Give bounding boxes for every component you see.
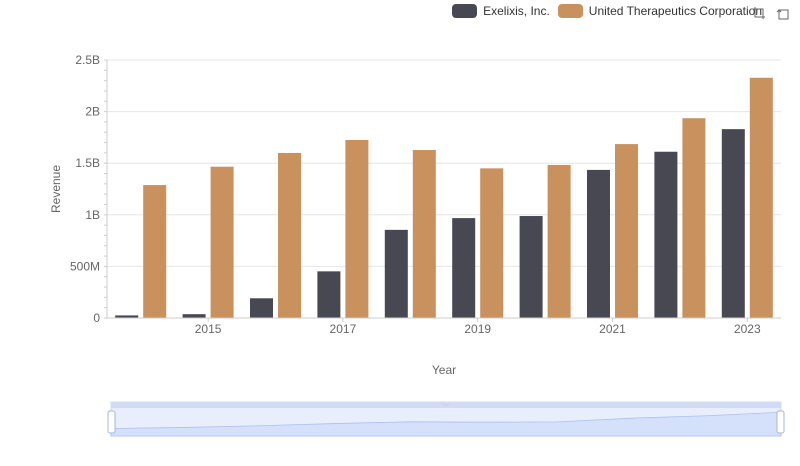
bar-united-therapeutics[interactable] (615, 144, 638, 318)
data-zoom-left-handle[interactable] (107, 410, 116, 434)
data-zoom-slider[interactable]: ⋯ (107, 401, 785, 437)
x-tick-label: 2017 (330, 322, 357, 336)
data-zoom-top-bar (111, 402, 781, 408)
legend-label-exelixis: Exelixis, Inc. (483, 4, 550, 18)
data-zoom-right-handle[interactable] (776, 410, 785, 434)
bar-exelixis[interactable] (452, 218, 476, 318)
bar-exelixis[interactable] (587, 169, 610, 318)
bar-united-therapeutics[interactable] (547, 164, 571, 318)
axis-layer: 0 500M 1B 1.5B 2B 2.5B 2015 2017 2019 2021 2023 (70, 53, 781, 336)
bar-united-therapeutics[interactable] (278, 152, 301, 318)
bar-exelixis[interactable] (182, 314, 206, 318)
bar-exelixis[interactable] (721, 129, 745, 318)
legend-label-united-therapeutics: United Therapeutics Corporation (588, 4, 762, 18)
bar-united-therapeutics[interactable] (749, 77, 773, 318)
bar-united-therapeutics[interactable] (143, 185, 167, 318)
bar-exelixis[interactable] (317, 271, 341, 318)
y-tick-label: 1B (85, 208, 100, 222)
x-tick-label: 2021 (599, 322, 626, 336)
x-axis-title: Year (432, 363, 456, 377)
restore-icon[interactable] (776, 6, 790, 20)
legend-swatch-united-therapeutics (557, 4, 583, 18)
y-tick-label: 500M (70, 259, 100, 273)
legend-swatch-exelixis (452, 4, 478, 18)
grid-layer (107, 59, 781, 319)
zoom-icon[interactable] (752, 6, 766, 20)
bar-exelixis[interactable] (654, 151, 678, 318)
y-tick-label: 0 (93, 311, 100, 325)
legend-item-united-therapeutics[interactable]: United Therapeutics Corporation (557, 4, 762, 18)
bar-exelixis[interactable] (250, 298, 273, 318)
bar-exelixis[interactable] (115, 315, 139, 318)
bar-exelixis[interactable] (519, 216, 543, 318)
x-tick-label: 2023 (734, 322, 761, 336)
bar-united-therapeutics[interactable] (682, 118, 706, 318)
toolbox (752, 6, 790, 20)
y-axis-title: Revenue (49, 165, 63, 213)
y-tick-label: 2B (85, 105, 100, 119)
x-tick-label: 2019 (464, 322, 491, 336)
x-tick-label: 2015 (195, 322, 222, 336)
bar-exelixis[interactable] (384, 229, 408, 318)
legend: Exelixis, Inc. United Therapeutics Corpo… (452, 4, 762, 18)
bar-united-therapeutics[interactable] (345, 139, 369, 318)
bar-united-therapeutics[interactable] (480, 168, 504, 318)
bars-layer (115, 77, 773, 318)
y-tick-label: 1.5B (75, 156, 100, 170)
bar-united-therapeutics[interactable] (412, 149, 436, 318)
data-zoom-grip-icon[interactable]: ⋯ (443, 403, 449, 409)
bar-united-therapeutics[interactable] (210, 166, 234, 318)
y-tick-label: 2.5B (75, 53, 100, 67)
legend-item-exelixis[interactable]: Exelixis, Inc. (452, 4, 550, 18)
